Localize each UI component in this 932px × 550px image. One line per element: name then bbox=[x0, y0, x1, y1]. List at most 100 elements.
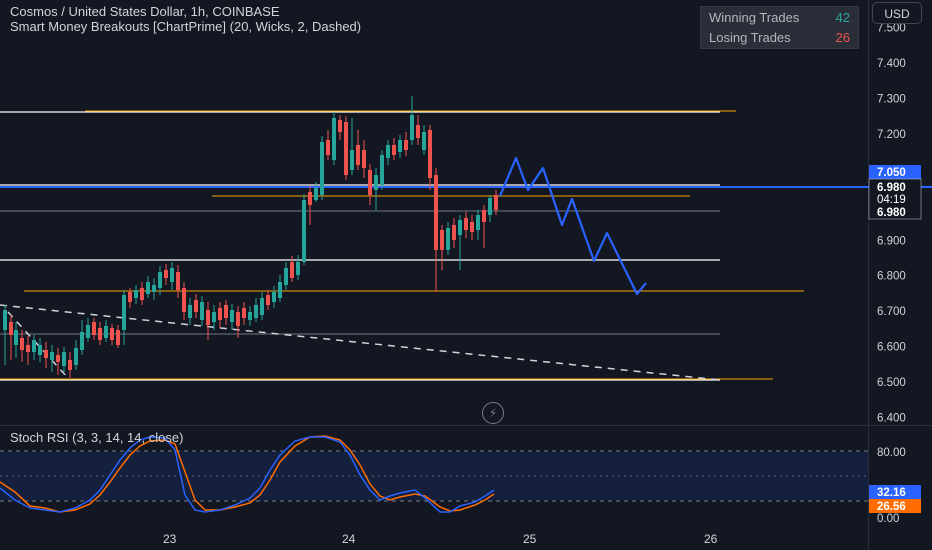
candle-body bbox=[26, 345, 30, 352]
candle-body bbox=[308, 192, 312, 205]
candle-body bbox=[494, 195, 498, 210]
candle-body bbox=[3, 310, 7, 330]
candle-body bbox=[200, 302, 204, 320]
rsi-d-badge bbox=[869, 499, 921, 513]
candle-body bbox=[470, 222, 474, 232]
rsi-d-badge-text: 26.56 bbox=[877, 501, 906, 513]
candle-body bbox=[182, 288, 186, 312]
candle-body bbox=[380, 155, 384, 185]
candle-body bbox=[212, 312, 216, 322]
time-label-25: 25 bbox=[523, 532, 537, 546]
price-tick-label: 6.400 bbox=[877, 413, 906, 425]
candle-body bbox=[80, 332, 84, 350]
candle-body bbox=[128, 292, 132, 302]
candle-body bbox=[20, 338, 24, 350]
candle-body bbox=[398, 140, 402, 152]
candle-body bbox=[302, 200, 306, 262]
candle-body bbox=[56, 355, 60, 362]
candle-body bbox=[410, 115, 414, 140]
candle-body bbox=[362, 150, 366, 168]
candle-body bbox=[482, 210, 486, 222]
candle-body bbox=[242, 308, 246, 318]
time-label-24: 24 bbox=[342, 532, 356, 546]
projection-zigzag-drawing[interactable] bbox=[498, 156, 647, 296]
candle-body bbox=[44, 350, 48, 358]
price-tick-label: 6.700 bbox=[877, 306, 906, 318]
candle-body bbox=[206, 310, 210, 325]
candle-body bbox=[152, 285, 156, 292]
rsi-k-badge-text: 32.16 bbox=[877, 487, 906, 499]
candle-body bbox=[218, 308, 222, 320]
indicator-title[interactable]: Smart Money Breakouts [ChartPrime] (20, … bbox=[10, 19, 362, 34]
price-tick-label: 6.900 bbox=[877, 235, 906, 247]
candle-body bbox=[488, 198, 492, 215]
candle-body bbox=[50, 352, 54, 360]
candle-body bbox=[314, 188, 318, 200]
candle-body bbox=[74, 348, 78, 365]
currency-button[interactable]: USD bbox=[872, 2, 922, 24]
candle-body bbox=[296, 262, 300, 275]
price-axis[interactable]: 7.5007.4007.3007.2007.1006.9006.8006.700… bbox=[877, 23, 906, 425]
candle-body bbox=[110, 328, 114, 340]
candle-body bbox=[224, 305, 228, 318]
candle-body bbox=[104, 326, 108, 338]
losing-trades-value: 26 bbox=[835, 30, 850, 45]
candle-body bbox=[86, 325, 90, 338]
stoch-rsi-k-line[interactable] bbox=[0, 436, 495, 513]
price-tick-label: 6.500 bbox=[877, 377, 906, 389]
candle-body bbox=[98, 328, 102, 340]
candle-body bbox=[146, 282, 150, 294]
price-tick-label: 7.400 bbox=[877, 58, 906, 70]
candle-body bbox=[422, 132, 426, 150]
losing-trades-label: Losing Trades bbox=[709, 30, 791, 45]
candle-body bbox=[170, 268, 174, 282]
stoch-rsi-d-line[interactable] bbox=[0, 435, 495, 513]
candle-body bbox=[68, 360, 72, 370]
winning-trades-value: 42 bbox=[835, 10, 850, 25]
candle-body bbox=[476, 215, 480, 230]
candle-body bbox=[452, 225, 456, 240]
candle-body bbox=[134, 290, 138, 298]
candle-body bbox=[344, 122, 348, 175]
time-axis[interactable]: 23 24 25 26 bbox=[163, 532, 718, 546]
stoch-rsi-label[interactable]: Stoch RSI (3, 3, 14, 14, close) bbox=[10, 430, 184, 445]
losing-trades-row: Losing Trades 26 bbox=[701, 27, 858, 47]
winning-trades-label: Winning Trades bbox=[709, 10, 800, 25]
candle-body bbox=[326, 140, 330, 155]
badge-current-price-text: 6.980 bbox=[877, 182, 906, 194]
candle-body bbox=[428, 130, 432, 178]
badge-price-repeat-text: 6.980 bbox=[877, 207, 906, 219]
candle-body bbox=[350, 150, 354, 170]
candle-body bbox=[248, 312, 252, 320]
dashed-trendline[interactable] bbox=[0, 304, 721, 381]
candle-body bbox=[446, 228, 450, 250]
price-badges: 7.050 6.980 04:19 6.980 bbox=[868, 165, 922, 220]
candle-body bbox=[464, 218, 468, 230]
candle-body bbox=[9, 322, 13, 335]
candle-body bbox=[416, 125, 420, 138]
candle-body bbox=[278, 282, 282, 298]
candle-body bbox=[374, 175, 378, 190]
candle-body bbox=[254, 305, 258, 318]
time-label-26: 26 bbox=[704, 532, 718, 546]
candle-body bbox=[188, 305, 192, 318]
price-tick-label: 7.500 bbox=[877, 23, 906, 35]
candle-body bbox=[320, 142, 324, 195]
candlestick-series[interactable] bbox=[3, 96, 498, 378]
rsi-tick-80: 80.00 bbox=[877, 447, 906, 459]
badge-blue-line-text: 7.050 bbox=[877, 167, 906, 179]
badge-countdown-text: 04:19 bbox=[877, 194, 906, 206]
candle-body bbox=[368, 170, 372, 195]
candle-body bbox=[236, 312, 240, 326]
lightning-icon[interactable]: ⚡ bbox=[482, 402, 504, 424]
price-tick-label: 6.600 bbox=[877, 342, 906, 354]
candle-body bbox=[392, 145, 396, 155]
candle-body bbox=[356, 145, 360, 165]
candle-body bbox=[272, 292, 276, 302]
badge-current-price bbox=[868, 178, 922, 220]
candle-body bbox=[32, 340, 36, 352]
rsi-axis[interactable]: 80.00 0.00 32.16 26.56 bbox=[869, 447, 921, 525]
candle-body bbox=[92, 322, 96, 335]
candle-body bbox=[404, 140, 408, 150]
